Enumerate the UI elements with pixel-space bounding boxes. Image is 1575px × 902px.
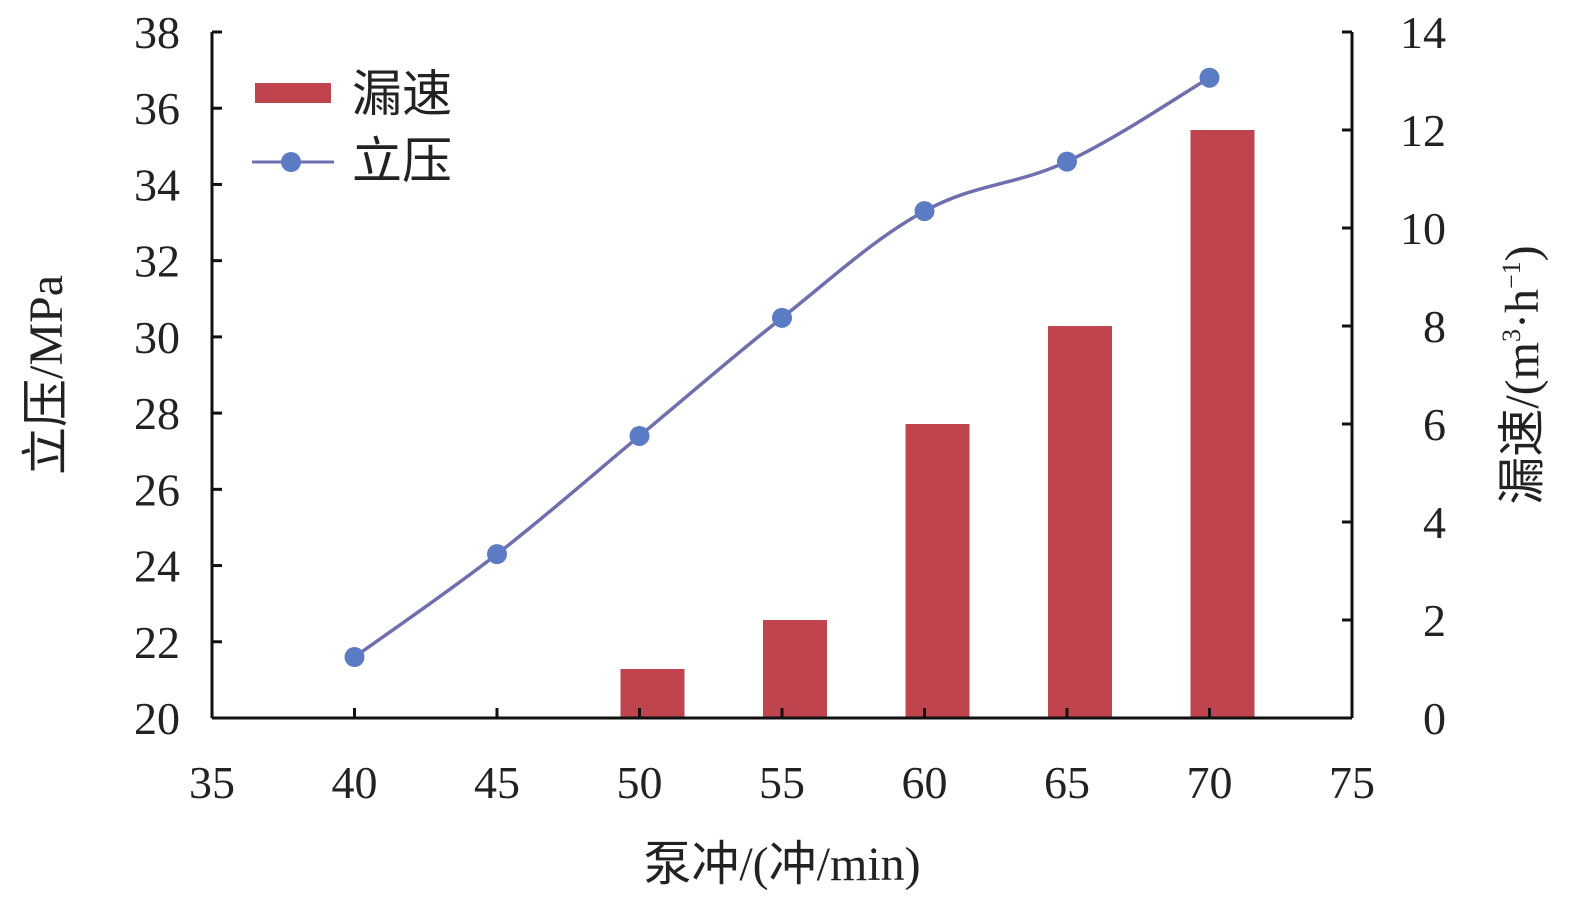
x-tick-label-40: 40 bbox=[332, 757, 378, 808]
point-standpipe-pressure-65 bbox=[1057, 151, 1077, 172]
right-tick-label-2: 2 bbox=[1423, 595, 1446, 646]
right-tick-label-8: 8 bbox=[1423, 301, 1446, 352]
point-standpipe-pressure-50 bbox=[629, 425, 650, 446]
left-tick-label-36: 36 bbox=[134, 83, 180, 134]
point-standpipe-pressure-60 bbox=[914, 201, 935, 222]
left-tick-label-30: 30 bbox=[134, 312, 180, 363]
x-tick-label-60: 60 bbox=[902, 757, 948, 808]
line-layer bbox=[344, 67, 1220, 668]
right-axis-title-sup2: −1 bbox=[1497, 261, 1526, 289]
axes-layer: 35 40 45 50 55 60 65 70 752022242628303234363802… bbox=[134, 7, 1446, 808]
legend-bar-swatch bbox=[255, 83, 331, 103]
x-tick-label-50: 50 bbox=[617, 757, 663, 808]
left-tick-label-34: 34 bbox=[134, 159, 180, 210]
right-axis-title-mid: ·h bbox=[1496, 289, 1549, 329]
x-tick-label-65: 65 bbox=[1044, 757, 1090, 808]
right-axis-title-main: 漏速/(m bbox=[1496, 342, 1549, 505]
x-tick-label-35: 35 bbox=[189, 757, 235, 808]
x-tick-label-75: 75 bbox=[1329, 757, 1375, 808]
left-tick-label-38: 38 bbox=[134, 7, 180, 58]
right-axis-title-sup1: 3 bbox=[1497, 329, 1526, 342]
left-tick-label-20: 20 bbox=[134, 693, 180, 744]
right-tick-label-14: 14 bbox=[1400, 7, 1446, 58]
x-tick-label-45: 45 bbox=[474, 757, 520, 808]
legend: 漏速 立压 bbox=[252, 66, 452, 189]
left-tick-label-28: 28 bbox=[134, 388, 180, 439]
legend-line-marker bbox=[281, 152, 301, 172]
left-tick-label-24: 24 bbox=[134, 541, 180, 592]
bar-leak-rate-65 bbox=[1048, 326, 1112, 718]
x-axis-title: 泵冲/(冲/min) bbox=[643, 838, 920, 891]
right-tick-label-0: 0 bbox=[1423, 693, 1446, 744]
bar-leak-rate-60 bbox=[905, 424, 970, 718]
right-tick-label-10: 10 bbox=[1400, 203, 1446, 254]
left-tick-label-26: 26 bbox=[134, 464, 180, 515]
bar-leak-rate-70 bbox=[1190, 130, 1255, 718]
point-standpipe-pressure-55 bbox=[772, 307, 792, 328]
point-standpipe-pressure-40 bbox=[344, 647, 365, 668]
left-tick-label-22: 22 bbox=[134, 617, 180, 668]
left-axis-title: 立压/MPa bbox=[20, 275, 73, 475]
right-tick-label-6: 6 bbox=[1423, 399, 1446, 450]
right-axis-title-end: ) bbox=[1496, 245, 1549, 261]
right-tick-label-4: 4 bbox=[1423, 497, 1446, 548]
x-tick-label-70: 70 bbox=[1187, 757, 1233, 808]
bars-layer bbox=[620, 130, 1255, 718]
bar-leak-rate-50 bbox=[620, 669, 685, 718]
legend-label-leak-rate: 漏速 bbox=[352, 66, 452, 122]
legend-label-standpipe-pressure: 立压 bbox=[352, 133, 452, 189]
right-axis-title: 漏速/(m3·h−1) bbox=[1496, 245, 1549, 504]
point-standpipe-pressure-45 bbox=[487, 544, 507, 565]
right-tick-label-12: 12 bbox=[1400, 105, 1446, 156]
x-tick-label-55: 55 bbox=[759, 757, 805, 808]
bar-leak-rate-55 bbox=[763, 620, 827, 718]
point-standpipe-pressure-70 bbox=[1199, 67, 1220, 88]
left-tick-label-32: 32 bbox=[134, 236, 180, 287]
